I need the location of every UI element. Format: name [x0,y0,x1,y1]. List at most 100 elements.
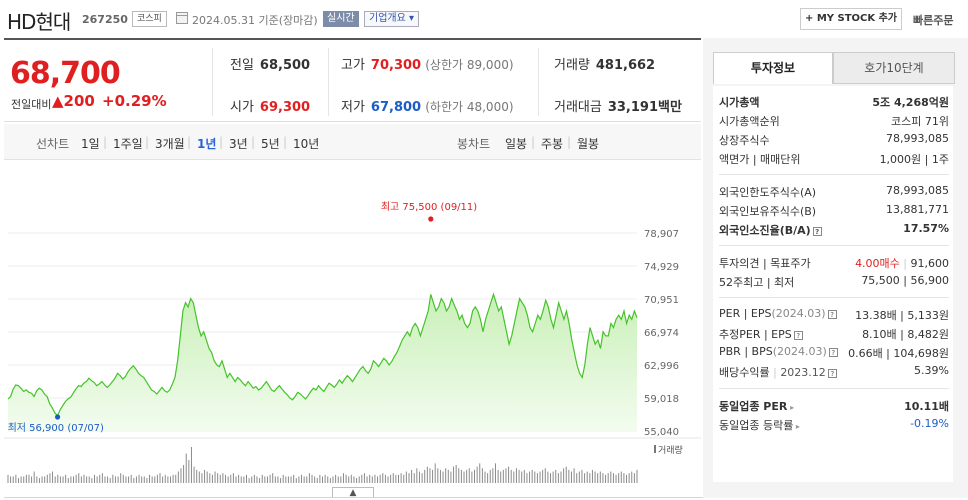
per-eps-label: PER | EPS [719,307,772,320]
period-tab-bar: 선차트 1일 | 1주일 | 3개월 | 1년 | 3년 | 5년 | 10년 … [4,124,701,160]
y-tick-label: 78,907 [644,229,679,240]
change-value: ▲200 [52,92,95,110]
dividend-label: 배당수익률 [719,366,770,379]
tab-monthly[interactable]: 월봉 [577,137,600,151]
est-per-eps-label: 추정PER | EPS [719,328,792,341]
quick-order-link[interactable]: 빠른주문 [913,14,954,27]
volume-cell: 거래량 481,662 [554,54,655,73]
industry-per-label-wrap[interactable]: 동일업종 PER ▸ [719,398,794,414]
y-tick-label: 59,018 [644,394,679,405]
low-value: 67,800 [370,100,422,115]
tab-separator: | [251,135,256,149]
info-box: 시가총액 5조 4,268억원 시가총액순위 코스피 71위 상장주식수 78,… [713,86,953,482]
help-icon[interactable]: ? [827,368,837,378]
tab-10y[interactable]: 10년 [293,137,320,151]
foreign-ratio-row: 외국인소진율(B/A)? 17.57% [719,220,949,238]
side-tabs: 투자정보 호가10단계 [713,52,963,84]
realtime-badge[interactable]: 실시간 [323,11,359,27]
help-icon[interactable]: ? [827,309,837,319]
divider [538,48,539,116]
industry-change-label-wrap[interactable]: 동일업종 등락률 ▸ [719,417,800,433]
y-tick-label: 74,929 [644,262,679,273]
y-tick-label: 70,951 [644,295,679,306]
stock-code: 267250 [82,13,128,26]
volume-legend-marker [654,445,656,453]
market-cap-label: 시가총액 [719,96,760,109]
tab-separator: | [567,135,572,149]
low-cell: 저가 67,800 (하한가 48,000) [341,96,514,115]
price-chart-svg: 78,907 74,929 70,951 66,974 62,996 59,018 55,0… [4,201,701,483]
amount-cell: 거래대금 33,191백만 [554,96,682,115]
foreign-held-value: 13,881,771 [886,203,949,216]
line-chart-label: 선차트 [36,137,70,151]
par-value-value: 1,000원 | 1주 [879,153,949,166]
tab-1d[interactable]: 1일 [81,137,100,151]
caret-right-icon: ▸ [793,422,800,431]
market-rank-label: 시가총액순위 [719,115,780,128]
tab-separator: | [103,135,108,149]
industry-per-label: 동일업종 PER [719,400,788,413]
dividend-period: 2023.12 [780,366,826,379]
help-icon[interactable]: ? [812,226,822,236]
pbr-bps-value: 0.66배 | 104,698원 [848,347,949,360]
tab-weekly[interactable]: 주봉 [541,137,564,151]
divider [4,497,964,498]
low-marker [54,414,61,420]
open-label: 시가 [230,100,254,115]
help-icon[interactable]: ? [793,330,803,340]
market-rank-value: 코스피 71위 [891,115,949,128]
add-my-stock-button[interactable]: + MY STOCK 추가 [800,8,902,30]
shares-value: 78,993,085 [886,132,949,145]
tab-1w[interactable]: 1주일 [113,137,143,151]
dividend-value: 5.39% [914,364,949,377]
tab-separator: | [531,135,536,149]
amount-label: 거래대금 [554,100,602,115]
tab-1y[interactable]: 1년 [197,137,217,151]
current-price: 68,700 [10,56,121,91]
pbr-bps-label-wrap: PBR | BPS(2024.03)? [719,345,838,358]
tab-daily[interactable]: 일봉 [505,137,528,151]
volume-label: 거래량 [658,444,683,456]
pbr-bps-label: PBR | BPS [719,345,773,358]
shares-label: 상장주식수 [719,134,770,147]
tab-order-book[interactable]: 호가10단계 [833,52,955,84]
high-label: 최고 75,500 (09/11) [381,201,477,213]
investment-info-panel: 투자정보 호가10단계 시가총액 5조 4,268억원 시가총액순위 코스피 7… [703,38,968,498]
industry-per-row: 동일업종 PER ▸ 10.11배 [719,396,949,414]
quote-summary: 68,700 전일대비 ▲200 +0.29% 전일 68,500 시가 69,30… [4,38,701,122]
price-chart[interactable]: 78,907 74,929 70,951 66,974 62,996 59,018 55,0… [4,163,701,489]
opinion-row: 투자의견 | 목표주가 4.00매수 | 91,600 [719,253,949,271]
tab-3y[interactable]: 3년 [229,137,248,151]
main-panel: 68,700 전일대비 ▲200 +0.29% 전일 68,500 시가 69,30… [4,38,701,488]
company-name: HD현대 [7,10,71,34]
foreign-limit-row: 외국인한도주식수(A) 78,993,085 [719,182,949,200]
foreign-ratio-value: 17.57% [903,222,949,235]
change-label: 전일대비 [11,98,52,111]
help-icon[interactable]: ? [828,347,838,357]
per-eps-label-wrap: PER | EPS(2024.03)? [719,307,837,320]
upper-limit: (상한가 89,000) [425,58,514,72]
week52-row: 52주최고 | 최저 75,500 | 56,900 [719,272,949,290]
prev-close-label: 전일 [230,58,254,73]
tab-5y[interactable]: 5년 [261,137,280,151]
prev-close-value: 68,500 [259,58,311,73]
opinion-label: 투자의견 | 목표주가 [719,257,811,270]
amount-value: 33,191 [607,100,659,115]
tab-separator: | [219,135,224,149]
price-area [8,294,637,431]
per-eps-value: 13.38배 | 5,133원 [855,309,949,322]
open-cell: 시가 69,300 [230,96,310,115]
tab-investment-info[interactable]: 투자정보 [713,52,833,84]
divider [212,48,213,116]
high-cell: 고가 70,300 (상한가 89,000) [341,54,514,73]
high-label: 고가 [341,58,365,73]
foreign-held-row: 외국인보유주식수(B) 13,881,771 [719,201,949,219]
industry-change-row: 동일업종 등락률 ▸ -0.19% [719,415,949,433]
divider [719,297,949,298]
company-info-dropdown[interactable]: 기업개요 ▾ [364,11,419,27]
collapse-button[interactable]: ▲ [332,487,374,498]
industry-change-label: 동일업종 등락률 [719,419,794,432]
tab-3m[interactable]: 3개월 [155,137,185,151]
low-label: 최저 56,900 (07/07) [8,422,104,434]
opinion-value: 4.00매수 | 91,600 [855,257,949,270]
